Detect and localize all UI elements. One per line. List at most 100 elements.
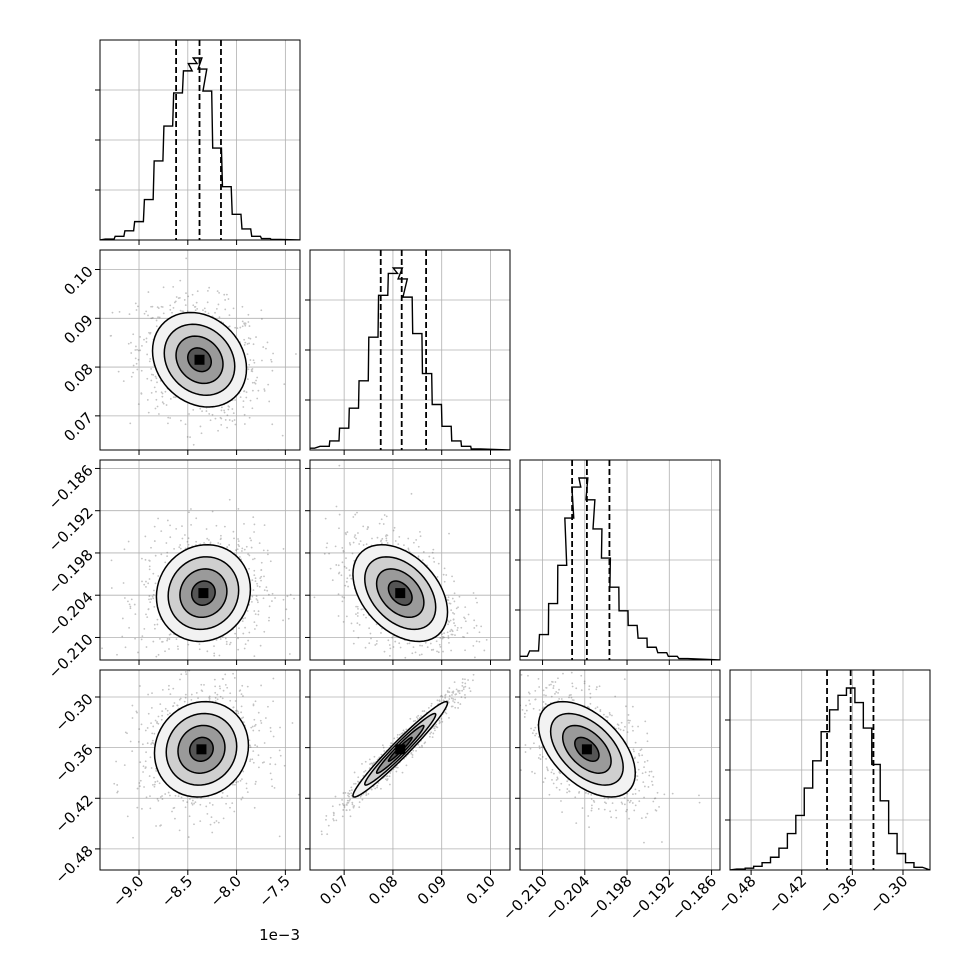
scatter-point xyxy=(415,716,418,719)
scatter-point xyxy=(150,317,153,320)
scatter-point xyxy=(171,311,173,314)
scatter-point xyxy=(455,607,458,610)
scatter-point xyxy=(158,782,161,785)
scatter-point xyxy=(282,619,284,622)
scatter-point xyxy=(152,784,154,786)
scatter-point xyxy=(380,542,383,545)
scatter-point xyxy=(219,695,222,698)
scatter-point xyxy=(153,732,156,735)
scatter-point xyxy=(348,793,351,795)
scatter-point xyxy=(249,746,252,749)
scatter-point xyxy=(447,623,449,626)
scatter-point xyxy=(355,613,357,616)
scatter-point xyxy=(208,697,211,700)
scatter-point xyxy=(263,575,265,578)
scatter-point xyxy=(337,564,340,567)
histogram-panel xyxy=(95,39,301,245)
scatter-point xyxy=(525,709,528,712)
scatter-point xyxy=(424,741,427,744)
scatter-point xyxy=(164,687,166,689)
scatter-point xyxy=(380,539,383,542)
scatter-point xyxy=(249,744,251,747)
y-tick-label: −0.186 xyxy=(45,461,97,513)
scatter-point xyxy=(254,700,257,703)
scatter-point xyxy=(208,662,210,664)
scatter-point xyxy=(156,722,158,724)
scatter-point xyxy=(443,567,446,570)
scatter-point xyxy=(186,801,189,804)
contour-line xyxy=(175,335,224,385)
scatter-point xyxy=(291,722,294,724)
scatter-point xyxy=(402,729,405,732)
scatter-point xyxy=(116,790,119,793)
scatter-point xyxy=(244,324,247,327)
scatter-point xyxy=(448,641,450,644)
scatter-point xyxy=(438,700,441,703)
scatter-point xyxy=(404,667,406,669)
scatter-point xyxy=(260,684,262,687)
scatter-point xyxy=(186,310,189,313)
scatter-point xyxy=(225,643,228,645)
scatter-point xyxy=(249,537,252,540)
scatter-point xyxy=(346,577,349,580)
scatter-point xyxy=(384,778,387,781)
scatter-point xyxy=(150,392,153,394)
scatter-point xyxy=(368,758,371,761)
scatter-point xyxy=(129,607,132,610)
scatter-point xyxy=(139,779,142,782)
scatter-point xyxy=(535,732,538,735)
scatter-point xyxy=(201,410,203,413)
scatter-point xyxy=(137,305,139,308)
scatter-point xyxy=(346,799,349,802)
scatter-point xyxy=(356,605,359,608)
scatter-point xyxy=(575,687,578,690)
contour-line xyxy=(352,700,449,798)
scatter-point xyxy=(257,610,260,613)
scatter-point xyxy=(430,704,433,707)
scatter-point xyxy=(237,648,240,651)
scatter-point xyxy=(405,728,408,731)
scatter-point xyxy=(248,416,251,419)
scatter-point xyxy=(357,532,359,534)
scatter-point xyxy=(159,824,162,827)
scatter-point xyxy=(583,680,586,683)
scatter-point xyxy=(353,783,355,785)
scatter-point xyxy=(451,660,453,662)
scatter-point xyxy=(377,782,380,784)
scatter-point xyxy=(134,613,137,616)
scatter-point xyxy=(231,408,234,410)
scatter-point xyxy=(369,763,371,766)
scatter-point xyxy=(367,525,369,528)
scatter-point xyxy=(359,795,362,798)
scatter-point xyxy=(447,637,450,640)
scatter-point xyxy=(153,783,156,786)
scatter-point xyxy=(380,753,383,756)
scatter-point xyxy=(228,544,231,546)
scatter-point xyxy=(166,519,169,522)
scatter-point xyxy=(242,400,245,403)
scatter-point xyxy=(441,720,444,723)
scatter-point xyxy=(416,717,419,720)
contour-line xyxy=(155,543,252,643)
scatter-point xyxy=(255,624,258,627)
scatter-point xyxy=(169,794,171,797)
scatter-point xyxy=(253,610,256,612)
scatter-point xyxy=(154,627,156,630)
scatter-point xyxy=(428,735,431,738)
scatter-point xyxy=(164,650,166,653)
scatter-point xyxy=(213,821,216,824)
scatter-point xyxy=(244,322,247,325)
scatter-point xyxy=(256,397,259,400)
scatter-point xyxy=(154,554,157,557)
scatter-point xyxy=(447,701,450,704)
scatter-point xyxy=(249,337,252,340)
scatter-point xyxy=(147,314,149,317)
contour-line xyxy=(153,700,250,798)
scatter-point xyxy=(358,806,361,809)
scatter-point xyxy=(228,419,231,421)
scatter-point xyxy=(167,422,169,425)
scatter-point xyxy=(441,637,444,640)
scatter-point xyxy=(150,379,153,382)
scatter-point xyxy=(246,343,249,345)
scatter-point xyxy=(148,560,151,562)
